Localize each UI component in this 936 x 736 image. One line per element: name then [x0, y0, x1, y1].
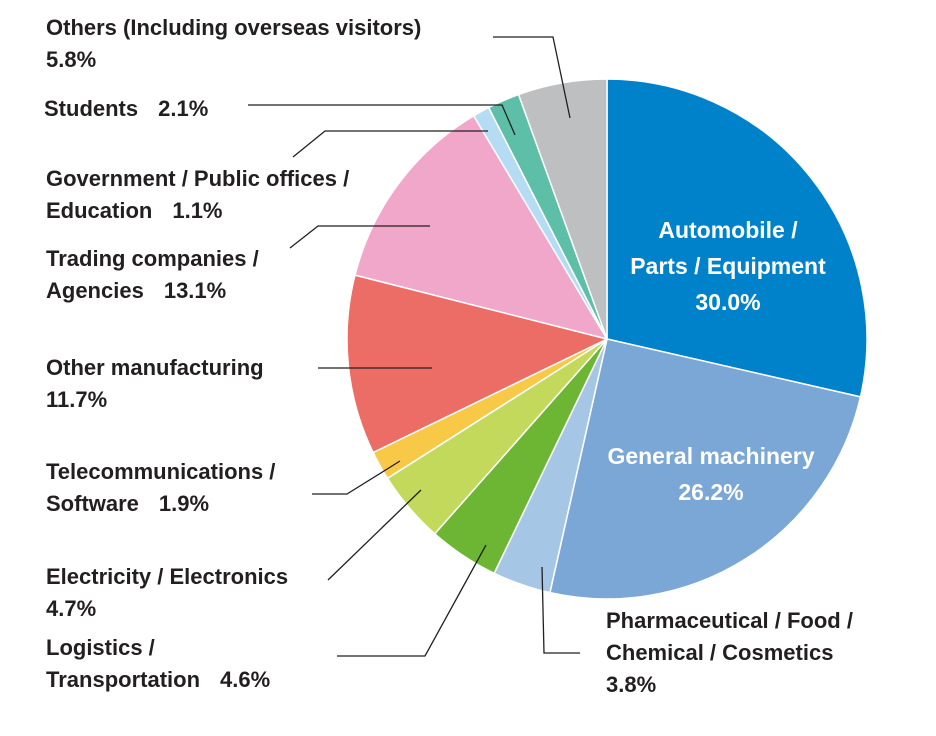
label-others: Others (Including overseas visitors) 5.8…: [46, 12, 421, 76]
leader-line-electricity: [328, 490, 421, 580]
label-general-machinery: General machinery 26.2%: [586, 438, 836, 510]
label-students: Students 2.1%: [44, 93, 208, 125]
label-government: Government / Public offices / Education 1…: [46, 163, 349, 227]
label-automobile: Automobile / Parts / Equipment 30.0%: [600, 212, 856, 320]
label-trading: Trading companies / Agencies 13.1%: [46, 243, 259, 307]
label-logistics: Logistics / Transportation 4.6%: [46, 632, 270, 696]
label-electricity: Electricity / Electronics 4.7%: [46, 561, 288, 625]
label-other-manufacturing: Other manufacturing 11.7%: [46, 352, 264, 416]
leader-line-logistics: [337, 545, 486, 656]
label-pharma: Pharmaceutical / Food / Chemical / Cosme…: [606, 605, 853, 701]
label-telecom: Telecommunications / Software 1.9%: [46, 456, 275, 520]
